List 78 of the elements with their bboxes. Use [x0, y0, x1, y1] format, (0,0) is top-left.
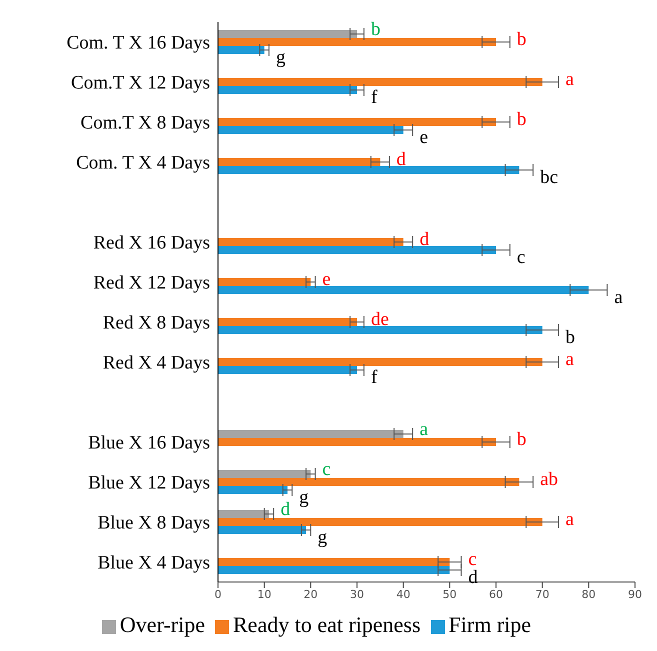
- x-tick-label: 30: [350, 588, 364, 601]
- bar: [218, 486, 288, 494]
- data-label: b: [516, 29, 526, 50]
- data-label: a: [614, 287, 624, 308]
- bar: [218, 286, 589, 294]
- data-label: a: [566, 69, 575, 90]
- x-tick-label: 20: [304, 588, 318, 601]
- x-tick-label: 60: [489, 588, 503, 601]
- y-tick-label: Red X 4 Days: [102, 352, 210, 374]
- legend-label: Ready to eat ripeness: [233, 612, 421, 637]
- data-label: g: [299, 487, 310, 508]
- data-label: d: [396, 149, 406, 170]
- y-tick-label: Blue X 4 Days: [98, 552, 210, 574]
- y-tick-label: Blue X 8 Days: [98, 512, 210, 534]
- data-label: bc: [540, 167, 558, 188]
- bar: [218, 558, 450, 566]
- data-label: g: [276, 47, 286, 68]
- data-label: b: [516, 429, 526, 450]
- data-label: d: [420, 229, 430, 250]
- data-label: a: [566, 509, 575, 530]
- bar: [218, 326, 542, 334]
- bar: [218, 510, 269, 518]
- bar: [218, 470, 311, 478]
- data-label: d: [280, 499, 291, 520]
- bar: [218, 118, 496, 126]
- data-label: c: [322, 459, 331, 480]
- bar: [218, 126, 404, 134]
- legend-label: Firm ripe: [448, 612, 532, 637]
- bar: [218, 86, 357, 94]
- x-tick-label: 70: [535, 588, 550, 601]
- bar: [218, 158, 380, 166]
- bar: [218, 238, 404, 246]
- data-label: b: [566, 327, 576, 348]
- y-tick-label: Com. T X 16 Days: [66, 32, 210, 54]
- y-tick-label: Blue X 16 Days: [88, 432, 210, 454]
- data-label: f: [370, 367, 378, 388]
- bar: [218, 318, 357, 326]
- x-tick-label: 80: [582, 588, 596, 601]
- bar: [218, 278, 311, 286]
- y-tick-label: Com. T X 4 Days: [76, 152, 210, 174]
- y-tick-label: Red X 12 Days: [93, 272, 210, 294]
- bar: [218, 518, 542, 526]
- bar: [218, 478, 520, 486]
- bar: [218, 46, 264, 54]
- y-tick-label: Blue X 12 Days: [88, 472, 210, 494]
- bar: [218, 166, 520, 174]
- bar: [218, 38, 496, 46]
- bar: [218, 438, 496, 446]
- bar: [218, 566, 450, 574]
- bar: [218, 30, 357, 38]
- data-label: de: [370, 309, 389, 330]
- data-label: g: [318, 527, 328, 548]
- y-tick-label: Com.T X 12 Days: [71, 72, 210, 94]
- data-label: c: [468, 549, 477, 570]
- x-tick-label: 10: [257, 588, 272, 601]
- x-tick-label: 90: [628, 588, 642, 601]
- y-tick-label: Red X 16 Days: [93, 232, 210, 254]
- y-tick-label: Red X 8 Days: [102, 312, 210, 334]
- data-label: b: [516, 109, 526, 130]
- bar: [218, 78, 542, 86]
- bar: [218, 358, 542, 366]
- x-tick-label: 40: [396, 588, 410, 601]
- bar: [218, 526, 306, 534]
- data-label: e: [420, 127, 428, 148]
- bar: [218, 246, 496, 254]
- data-label: a: [566, 349, 575, 370]
- data-label: f: [370, 87, 378, 108]
- legend-label: Over-ripe: [120, 612, 205, 637]
- bar: [218, 366, 357, 374]
- data-label: b: [370, 19, 380, 40]
- data-label: e: [322, 269, 331, 290]
- data-label: c: [516, 247, 526, 268]
- y-tick-label: Com.T X 8 Days: [80, 112, 210, 134]
- x-tick-label: 50: [442, 588, 457, 601]
- bar: [218, 430, 404, 438]
- data-label: ab: [540, 469, 558, 490]
- x-tick-label: 0: [214, 588, 222, 601]
- data-label: a: [420, 419, 429, 440]
